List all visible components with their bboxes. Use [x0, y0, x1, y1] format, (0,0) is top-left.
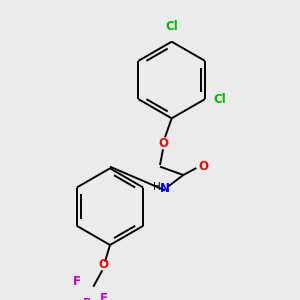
Text: H: H: [153, 182, 160, 192]
Text: Cl: Cl: [213, 93, 226, 106]
Text: Cl: Cl: [165, 20, 178, 33]
Text: O: O: [98, 259, 108, 272]
Text: F: F: [83, 297, 91, 300]
Text: F: F: [100, 292, 108, 300]
Text: F: F: [73, 275, 81, 288]
Text: O: O: [198, 160, 208, 173]
Text: N: N: [160, 182, 170, 195]
Text: O: O: [158, 137, 168, 150]
